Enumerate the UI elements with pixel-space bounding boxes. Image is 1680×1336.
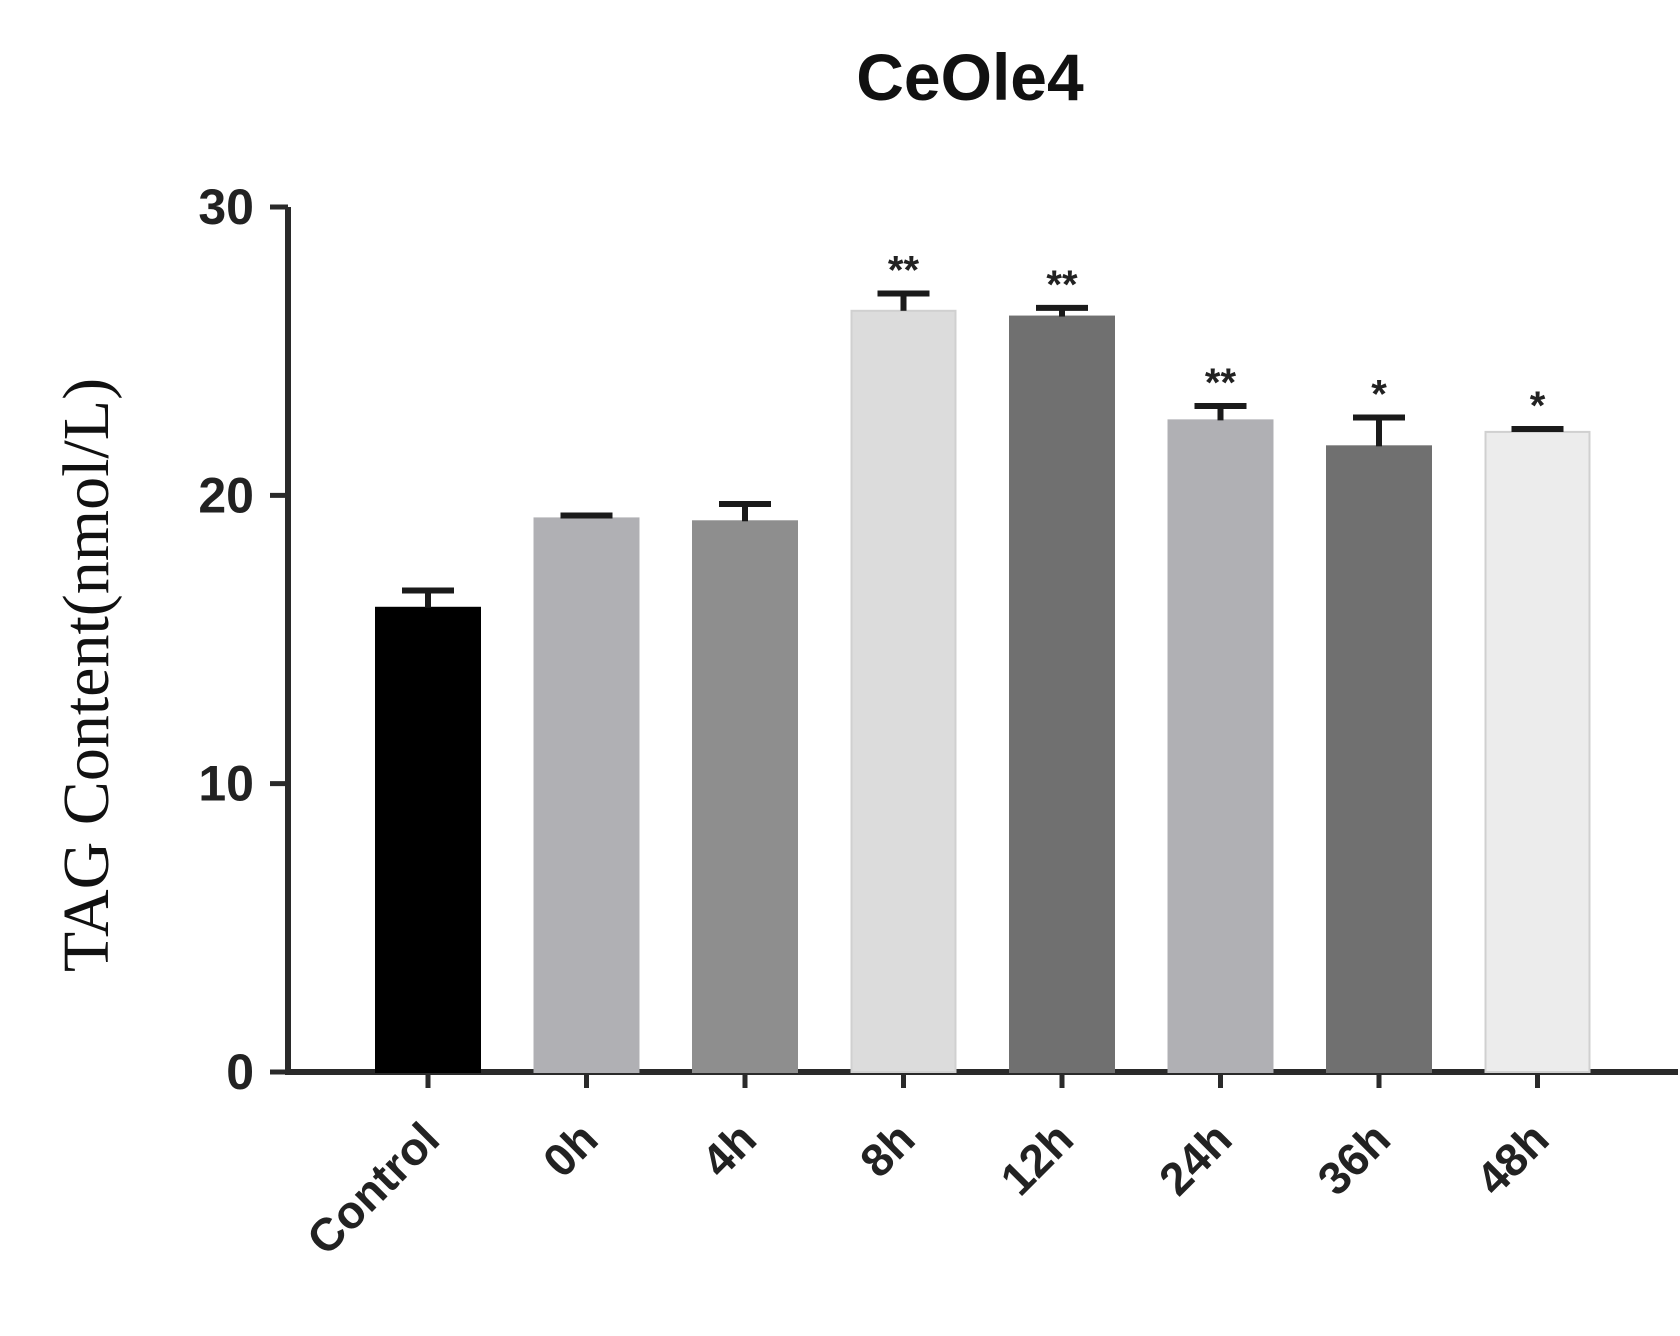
significance-marker: * [1371, 372, 1387, 416]
y-axis: 0 10 20 30 [198, 179, 291, 1100]
bar [375, 606, 481, 1073]
bar [1484, 430, 1591, 1073]
bar [533, 517, 640, 1073]
x-tick-label: 8h [850, 1112, 925, 1187]
y-tick-label: 10 [198, 756, 254, 812]
significance-marker: ** [888, 249, 920, 293]
significance-marker: ** [1205, 361, 1237, 405]
significance-marker: * [1530, 384, 1546, 428]
x-tick-label: 12h [990, 1112, 1083, 1205]
x-tick-label: 36h [1307, 1112, 1400, 1205]
x-tick-label: 48h [1466, 1112, 1559, 1205]
y-tick-label: 20 [198, 467, 254, 523]
x-tick-label: 0h [533, 1112, 608, 1187]
x-tick-label: 24h [1149, 1112, 1242, 1205]
y-tick-label: 0 [226, 1044, 254, 1100]
significance-marker: ** [1046, 263, 1078, 307]
y-tick-label: 30 [198, 179, 254, 235]
significance-markers-group: ** **** * * [888, 249, 1546, 429]
bar [1009, 315, 1115, 1074]
error-bars-group [402, 290, 1564, 608]
x-tick-label: 4h [691, 1112, 766, 1187]
x-tick-label: Control [297, 1112, 449, 1264]
y-axis-label: TAG Content(nmol/L) [50, 378, 123, 972]
bars-group [375, 309, 1591, 1074]
chart-title: CeOle4 [856, 40, 1084, 114]
bar [1167, 419, 1274, 1074]
x-axis: Control 0h 4h 8h 12h 24h 36h 48h [285, 1069, 1678, 1265]
bar [692, 520, 798, 1073]
bar [1326, 445, 1432, 1074]
bar [850, 309, 957, 1073]
